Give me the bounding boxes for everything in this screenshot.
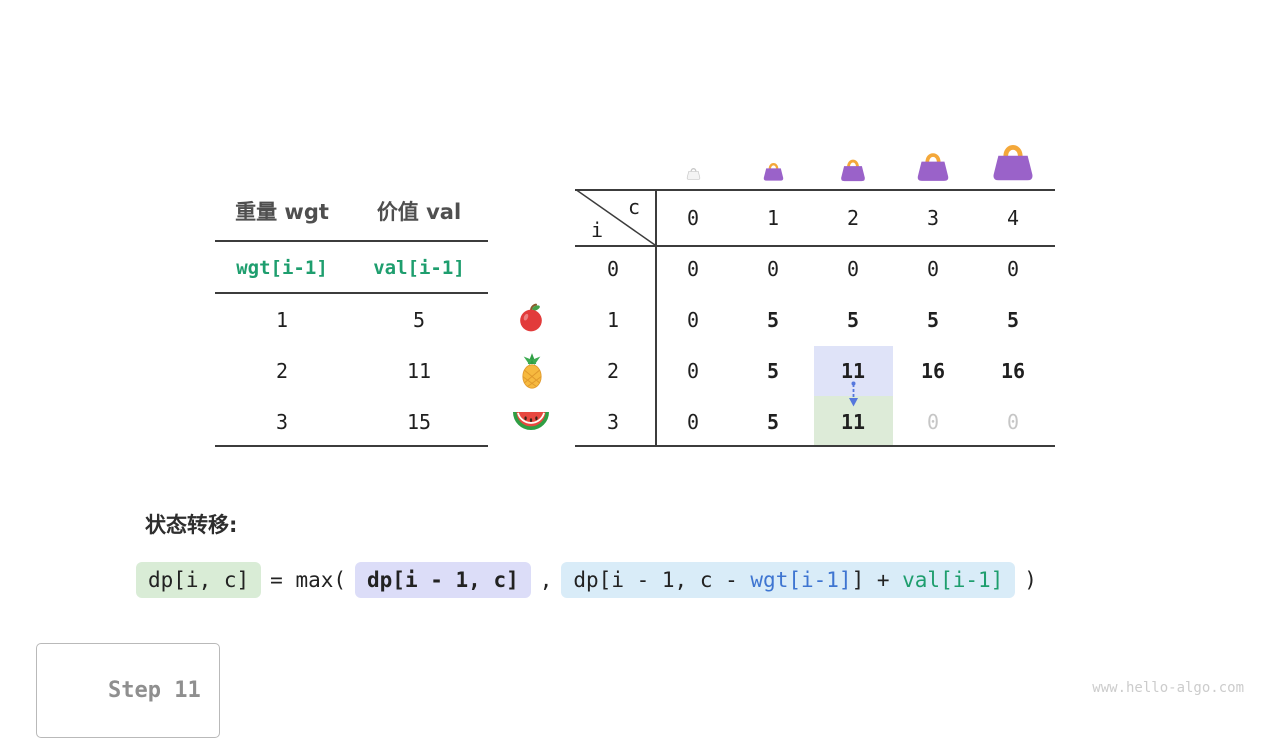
dp-col-header-3: 3 — [926, 206, 940, 230]
pineapple-icon — [522, 353, 542, 389]
item-row-1-wgt: 2 — [275, 359, 289, 383]
dp-cell-r1c4: 5 — [1006, 308, 1020, 332]
watermelon-icon — [513, 411, 549, 430]
dp-corner-diagonal — [575, 189, 656, 246]
formula-arg2-val: val[i-1] — [902, 568, 1004, 592]
transition-arrow-icon — [849, 381, 858, 407]
formula-lhs: dp[i, c] — [136, 562, 262, 598]
dp-cell-r3c0: 0 — [686, 410, 700, 434]
dp-cell-r3c2: 11 — [840, 410, 866, 434]
dp-cell-r2c4: 16 — [1000, 359, 1026, 383]
step-badge: Step 11 — [36, 643, 220, 738]
formula-comma: , — [539, 568, 553, 592]
items-formula-val: val[i-1] — [373, 257, 465, 279]
dp-cell-r3c3: 0 — [926, 410, 940, 434]
formula-arg1: dp[i - 1, c] — [355, 562, 531, 598]
dp-cell-r1c0: 0 — [686, 308, 700, 332]
dp-cell-r2c3: 16 — [920, 359, 946, 383]
dp-col-header-0: 0 — [686, 206, 700, 230]
dp-cell-r1c2: 5 — [846, 308, 860, 332]
dp-table-rule-bottom — [575, 445, 1055, 447]
items-formula-wgt: wgt[i-1] — [236, 257, 328, 279]
transition-formula: dp[i, c] = max( dp[i - 1, c] , dp[i - 1,… — [136, 558, 1046, 602]
formula-arg2-head: dp[i - 1, c - — [573, 568, 751, 592]
bag-icon-capacity-4 — [993, 145, 1033, 181]
dp-table-rule-header — [575, 245, 1055, 247]
step-badge-label: Step 11 — [107, 678, 201, 703]
items-header-value: 价值 val — [376, 200, 462, 224]
formula-close-paren: ) — [1024, 568, 1037, 592]
figure-canvas: 重量 wgt 价值 val wgt[i-1] val[i-1] 1 5 2 11… — [36, 145, 1244, 738]
dp-cell-r0c3: 0 — [926, 257, 940, 281]
dp-cell-r2c0: 0 — [686, 359, 700, 383]
dp-cell-r0c1: 0 — [766, 257, 780, 281]
dp-row-label-1: 1 — [606, 308, 620, 332]
dp-highlight-source-cell — [814, 346, 893, 396]
item-row-0-wgt: 1 — [275, 308, 289, 332]
bag-icon-capacity-0 — [686, 168, 701, 180]
item-row-1-val: 11 — [406, 359, 432, 383]
items-table-rule-mid — [215, 292, 488, 294]
bag-icon-capacity-3 — [917, 153, 949, 181]
dp-col-header-1: 1 — [766, 206, 780, 230]
formula-arg2-wgt: wgt[i-1] — [750, 568, 852, 592]
dp-cell-r1c1: 5 — [766, 308, 780, 332]
dp-row-label-0: 0 — [606, 257, 620, 281]
dp-corner-col-label: c — [627, 195, 641, 219]
dp-cell-r2c1: 5 — [766, 359, 780, 383]
formula-arg2-mid: ] + — [851, 568, 903, 592]
transition-label: 状态转移: — [145, 513, 238, 537]
dp-table-rule-vertical — [655, 189, 657, 446]
watermark: www.hello-algo.com — [1092, 680, 1244, 696]
dp-cell-r1c3: 5 — [926, 308, 940, 332]
items-table-rule-bottom — [215, 445, 488, 447]
items-table-rule-top — [215, 240, 488, 242]
dp-col-header-2: 2 — [846, 206, 860, 230]
dp-corner-row-label: i — [590, 218, 604, 242]
dp-row-label-2: 2 — [606, 359, 620, 383]
formula-arg2: dp[i - 1, c - wgt[i-1]] + val[i-1] — [561, 562, 1016, 598]
bag-icon-capacity-2 — [841, 159, 865, 182]
dp-cell-r0c0: 0 — [686, 257, 700, 281]
item-row-0-val: 5 — [412, 308, 426, 332]
dp-table-rule-top — [575, 189, 1055, 191]
item-row-2-val: 15 — [406, 410, 432, 434]
dp-cell-r0c2: 0 — [846, 257, 860, 281]
items-header-weight: 重量 wgt — [235, 200, 329, 224]
dp-row-label-3: 3 — [606, 410, 620, 434]
dp-cell-r3c1: 5 — [766, 410, 780, 434]
item-row-2-wgt: 3 — [275, 410, 289, 434]
apple-icon — [520, 303, 542, 332]
bag-icon-capacity-1 — [763, 163, 784, 181]
formula-equals-max: = max( — [270, 568, 347, 592]
dp-cell-r3c4: 0 — [1006, 410, 1020, 434]
dp-cell-r0c4: 0 — [1006, 257, 1020, 281]
dp-cell-r2c2: 11 — [840, 359, 866, 383]
dp-col-header-4: 4 — [1006, 206, 1020, 230]
